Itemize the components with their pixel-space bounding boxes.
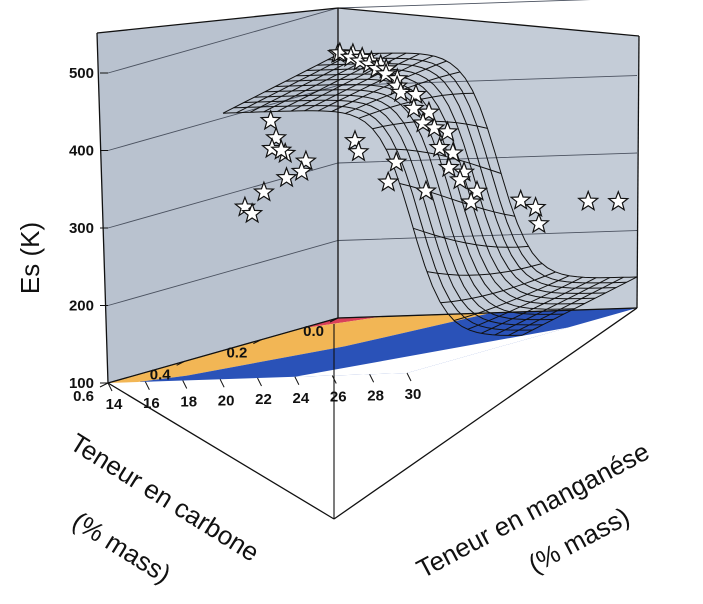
left-back-pane: [97, 8, 338, 383]
data-point-45: [414, 179, 438, 201]
mesh-line-mn-21: [508, 276, 624, 336]
y-tick-label-14: 14: [106, 396, 123, 413]
mesh-line-mn-16: [440, 271, 556, 304]
z-tick-label-300: 300: [69, 220, 94, 237]
floor-region-orange: [108, 312, 492, 383]
data-point-25: [448, 168, 472, 190]
y-tick-mark-14: [107, 382, 113, 392]
data-point-16: [402, 96, 425, 119]
x-tick-label-0.4: 0.4: [150, 366, 172, 383]
box-edge-8: [333, 307, 638, 520]
data-point-17: [417, 100, 441, 122]
data-point-47: [577, 189, 600, 211]
y-tick-label-16: 16: [143, 395, 160, 412]
z-tick-label-500: 500: [69, 65, 94, 82]
data-point-21: [428, 136, 451, 158]
data-point-22: [441, 141, 465, 163]
data-point-39: [252, 180, 276, 202]
z-tick-label-400: 400: [69, 143, 94, 160]
data-point-37: [290, 159, 313, 182]
x-tick-mark-0.4: [176, 360, 185, 366]
data-point-42: [347, 140, 370, 162]
data-point-26: [465, 179, 489, 201]
y-tick-label-20: 20: [218, 392, 235, 409]
x-tick-label-0.2: 0.2: [226, 345, 247, 362]
data-point-46: [509, 188, 532, 210]
data-point-27: [459, 190, 483, 212]
mesh-line-mn-20: [494, 277, 611, 336]
mesh-line-mn-22: [521, 276, 638, 336]
mesh-line-mn-17: [453, 275, 570, 321]
box-edge-6: [337, 307, 638, 319]
y-tick-label-28: 28: [367, 387, 384, 404]
data-point-1: [328, 41, 351, 63]
data-point-41: [343, 129, 367, 151]
data-point-14: [389, 80, 412, 103]
data-point-48: [607, 190, 630, 212]
x-tick-mark-0.2: [253, 339, 262, 345]
data-point-11: [374, 62, 398, 84]
mesh-line-mn-14: [413, 227, 529, 248]
y-tick-label-22: 22: [255, 391, 272, 408]
data-point-40: [240, 202, 264, 224]
x-tick-label-0.6: 0.6: [73, 388, 94, 405]
box-edge-2: [636, 35, 640, 309]
y-tick-label-26: 26: [330, 389, 347, 406]
data-point-30: [259, 109, 282, 131]
y-tick-mark-28: [369, 374, 375, 383]
box-edges: [96, 7, 640, 520]
y-tick-label-24: 24: [293, 390, 310, 407]
mesh-line-mn-1: [236, 53, 352, 114]
data-point-23: [437, 156, 461, 178]
mesh-line-mn-12: [386, 148, 502, 174]
x-tick-mark-0.0: [329, 317, 339, 323]
data-point-20: [436, 120, 459, 142]
y-tick-mark-26: [331, 375, 337, 384]
data-point-44: [377, 170, 400, 192]
data-point-19: [423, 116, 446, 138]
data-point-15: [404, 83, 428, 105]
mesh-line-mn-0: [222, 54, 339, 114]
mesh-line-mn-6: [304, 53, 420, 112]
mesh-line-mn-18: [467, 276, 583, 330]
y-tick-mark-16: [144, 381, 150, 390]
y-tick-mark-30: [406, 372, 412, 382]
box-edge-7: [107, 382, 335, 520]
data-point-36: [275, 166, 298, 188]
data-point-28: [524, 196, 547, 218]
y-tick-mark-22: [257, 377, 262, 387]
z-tick-label-100: 100: [69, 375, 94, 392]
x-tick-mark-0.6: [99, 382, 109, 388]
mesh-line-mn-10: [358, 92, 474, 119]
z-axis-label: Es (K): [15, 222, 45, 294]
box-edge-5: [107, 317, 339, 384]
y-tick-label-18: 18: [180, 394, 197, 411]
mesh-line-mn-7: [317, 55, 434, 112]
data-point-34: [270, 138, 293, 160]
y-tick-mark-24: [294, 376, 300, 385]
data-point-29: [527, 212, 551, 234]
box-edge-4: [337, 7, 640, 37]
tick-labels: 100 200 300 400 500 0.0 0.2 0.4 0.6 14 16 18 20 22 24 2…: [69, 65, 421, 413]
data-point-31: [264, 126, 288, 148]
x-tick-label-0.0: 0.0: [303, 323, 324, 340]
data-point-35: [294, 149, 318, 171]
data-point-43: [385, 150, 408, 172]
mesh-line-mn-15: [426, 263, 543, 276]
y-tick-label-30: 30: [405, 386, 422, 403]
z-tick-label-200: 200: [69, 298, 94, 315]
data-point-18: [411, 111, 435, 133]
y-tick-mark-18: [182, 380, 188, 389]
y-tick-mark-20: [219, 379, 225, 388]
box-edge-1: [96, 32, 109, 384]
mesh-line-mn-19: [480, 277, 597, 334]
x-axis-label-line2: (% mass): [67, 506, 176, 590]
box-edge-3: [96, 7, 339, 34]
